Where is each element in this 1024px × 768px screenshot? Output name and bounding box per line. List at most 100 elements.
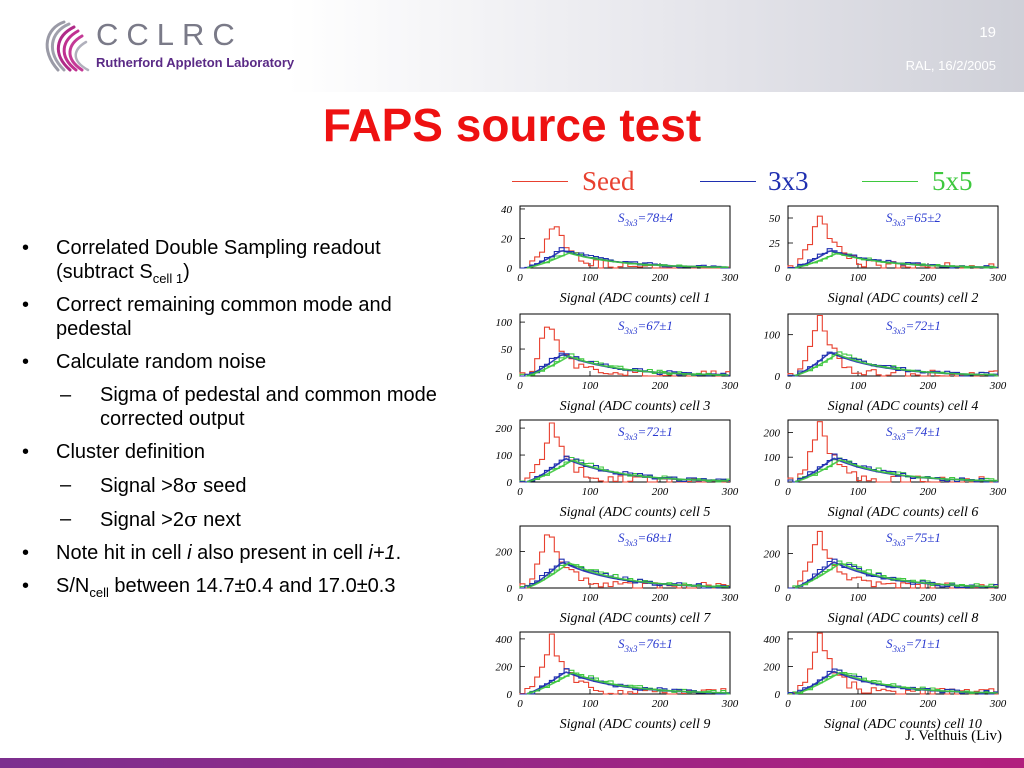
x-tick-label: 200 <box>920 698 937 710</box>
x-tick-label: 100 <box>582 698 599 710</box>
y-tick-label: 0 <box>775 371 781 383</box>
bullet-text: Cluster definition <box>56 441 205 463</box>
footer-bar <box>0 758 1024 768</box>
sub-bullet-dash: – <box>60 508 72 530</box>
legend-seed-label: Seed <box>582 166 635 196</box>
bullet-text: S/N <box>56 575 90 597</box>
y-tick-label: 200 <box>496 661 513 673</box>
x-tick-label: 100 <box>582 592 599 604</box>
bullet-dot: • <box>22 237 30 259</box>
x-tick-label: 100 <box>850 272 867 284</box>
sub-bullet-text: Sigma of pedestal and common mode correc… <box>100 384 437 430</box>
bullet-dot: • <box>22 294 30 316</box>
x-tick-label: 100 <box>582 380 599 392</box>
bullet-text: Correct remaining common mode and pedest… <box>56 294 392 340</box>
plot-frame <box>519 205 731 269</box>
x-tick-label: 0 <box>785 698 791 710</box>
swoosh-logo-icon <box>45 20 90 72</box>
fit-result-label: S3x3=65±2 <box>886 210 941 228</box>
y-tick-label: 100 <box>496 450 513 462</box>
histogram-panel: 0 100 200 300 0 100 200 S3x3=72±1 Signal (ADC co… <box>496 419 739 520</box>
x-tick-label: 200 <box>652 272 669 284</box>
fit-result-label: S3x3=68±1 <box>618 530 673 548</box>
x-axis-title: Signal (ADC counts) cell 4 <box>828 399 979 414</box>
seed-histogram <box>519 534 730 589</box>
x-tick-label: 300 <box>721 486 739 498</box>
x-tick-label: 0 <box>785 592 791 604</box>
legend-5x5-line <box>862 181 918 182</box>
plot-frame <box>519 631 731 695</box>
y-tick-label: 100 <box>764 330 781 342</box>
sigma-symbol: σ <box>183 507 198 531</box>
plot-frame <box>519 313 731 377</box>
y-tick-label: 400 <box>764 634 781 646</box>
legend-3x3-label: 3x3 <box>768 166 809 196</box>
y-tick-label: 200 <box>496 547 513 559</box>
y-tick-label: 200 <box>496 423 513 435</box>
x-tick-label: 100 <box>850 380 867 392</box>
x-tick-label: 300 <box>989 486 1007 498</box>
x-tick-label: 0 <box>785 380 791 392</box>
histogram-panel: 0 100 200 300 0 100 200 S3x3=74±1 Signal (ADC co… <box>764 419 1007 520</box>
y-tick-label: 100 <box>496 317 513 329</box>
x-tick-label: 0 <box>517 272 523 284</box>
bullet-text: Calculate random noise <box>56 351 267 373</box>
legend-3x3-line <box>700 181 756 182</box>
cluster-3x3-histogram <box>787 351 998 377</box>
fit-result-label: S3x3=74±1 <box>886 424 941 442</box>
y-tick-label: 0 <box>775 583 781 595</box>
sub-bullet-text-tail: seed <box>197 475 247 497</box>
bullet-text-tail: . <box>395 542 402 564</box>
logo-wordmark: CCLRC <box>96 17 243 52</box>
x-tick-label: 300 <box>989 272 1007 284</box>
x-axis-title: Signal (ADC counts) cell 3 <box>560 399 711 414</box>
x-tick-label: 0 <box>785 486 791 498</box>
y-tick-label: 200 <box>764 427 781 439</box>
fit-5x5-curve <box>526 355 729 377</box>
bullet-item: • Correlated Double Sampling readout (su… <box>18 236 462 286</box>
legend-seed-line <box>512 181 568 182</box>
bullet-text: Note hit in cell <box>56 542 188 564</box>
seed-histogram <box>520 422 730 483</box>
x-tick-label: 0 <box>517 380 523 392</box>
plot-frame <box>787 205 999 269</box>
y-tick-label: 0 <box>507 583 513 595</box>
bullet-item: • Correct remaining common mode and pede… <box>18 293 462 341</box>
fit-result-label: S3x3=76±1 <box>618 636 673 654</box>
bullet-subscript: cell <box>89 585 109 600</box>
fit-result-label: S3x3=71±1 <box>886 636 941 654</box>
x-tick-label: 300 <box>721 380 739 392</box>
histogram-panel: 0 100 200 300 0 25 50 S3x3=65±2 Signal (ADC coun… <box>769 205 1007 306</box>
y-tick-label: 25 <box>769 238 781 250</box>
histogram-grid: 0 100 200 300 0 20 40 S3x3=78±4 Signal (ADC coun… <box>496 204 1007 732</box>
x-axis-title: Signal (ADC counts) cell 9 <box>560 717 711 732</box>
fit-5x5-curve <box>794 252 997 269</box>
sub-bullet-item: – Signal >2σ next <box>56 507 462 532</box>
sub-bullet-item: – Signal >8σ seed <box>56 473 462 498</box>
bullet-item: • Note hit in cell i also present in cel… <box>18 541 462 565</box>
x-tick-label: 200 <box>652 592 669 604</box>
legend-5x5-label: 5x5 <box>932 166 973 196</box>
y-tick-label: 50 <box>501 344 513 356</box>
fit-5x5-curve <box>526 672 729 695</box>
fit-5x5-curve <box>794 562 997 589</box>
histogram-panel: 0 100 200 300 0 200 S3x3=75±1 Signal (ADC count… <box>764 525 1007 626</box>
legend-seed: Seed <box>512 164 672 198</box>
bullet-item: • S/Ncell between 14.7±0.4 and 17.0±0.3 <box>18 574 462 600</box>
x-axis-title: Signal (ADC counts) cell 7 <box>560 611 712 626</box>
histogram-panel: 0 100 200 300 0 20 40 S3x3=78±4 Signal (ADC coun… <box>501 204 739 306</box>
histogram-panel: 0 100 200 300 0 200 400 S3x3=71±1 Signal (ADC co… <box>764 631 1007 732</box>
bullet-dot: • <box>22 575 30 597</box>
fit-5x5-curve <box>794 671 997 695</box>
fit-result-label: S3x3=72±1 <box>618 424 673 442</box>
bullet-italic: i <box>187 542 192 564</box>
x-tick-label: 300 <box>989 698 1007 710</box>
author-credit: J. Velthuis (Liv) <box>905 728 1002 744</box>
sub-bullet-list: – Sigma of pedestal and common mode corr… <box>56 383 462 431</box>
logo-subtitle: Rutherford Appleton Laboratory <box>96 55 295 70</box>
histogram-panel: 0 100 200 300 0 100 S3x3=72±1 Signal (ADC count… <box>764 313 1007 414</box>
bullet-subscript: cell 1 <box>152 271 184 286</box>
y-tick-label: 0 <box>507 689 513 701</box>
slide-date: RAL, 16/2/2005 <box>905 58 996 73</box>
sub-bullet-text-tail: next <box>197 509 241 531</box>
